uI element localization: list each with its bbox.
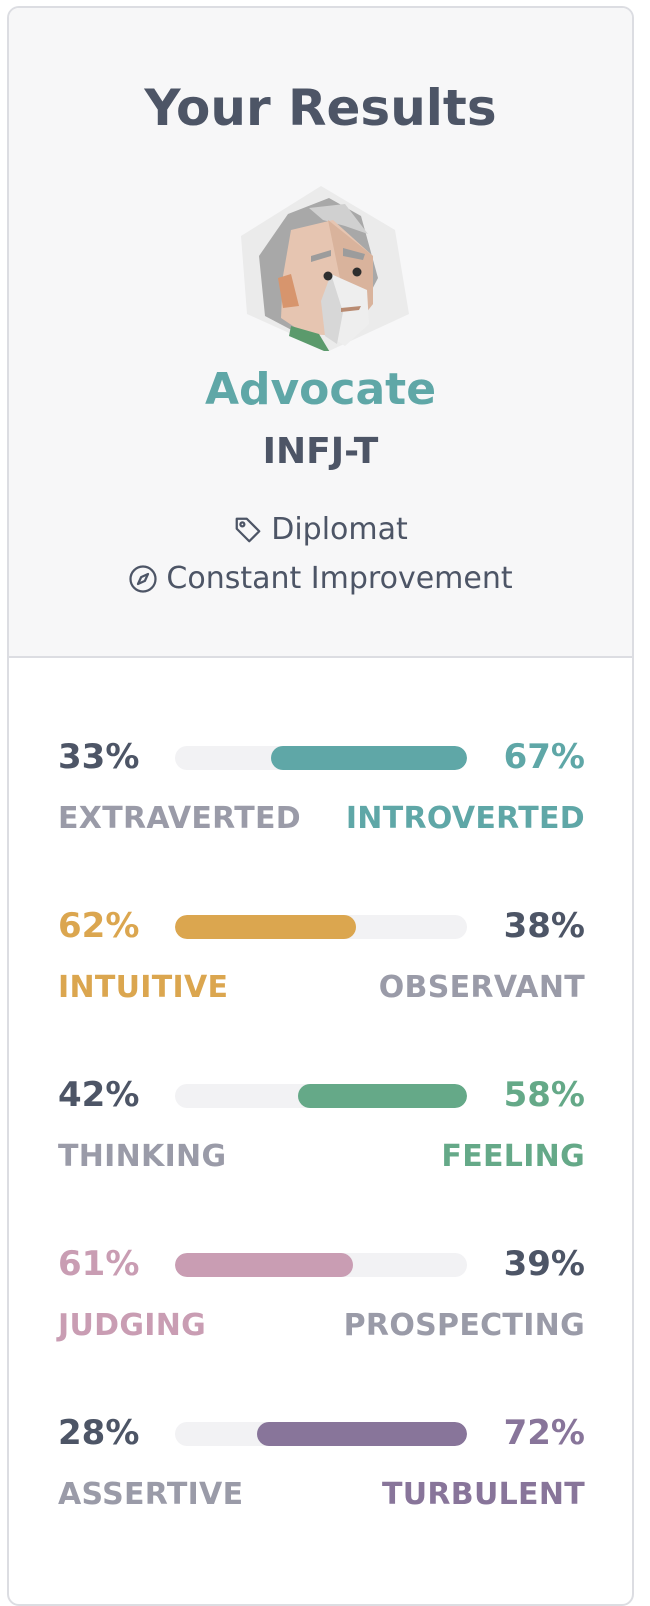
trait-right-percent: 58% — [503, 1075, 585, 1115]
tag-icon — [235, 517, 261, 543]
strategy-label: Constant Improvement — [166, 561, 513, 596]
trait-left-percent: 33% — [58, 737, 140, 777]
trait-tactics: 61% 39% JUDGING PROSPECTING — [58, 1242, 585, 1352]
trait-right-label: INTROVERTED — [345, 801, 585, 836]
trait-nature: 42% 58% THINKING FEELING — [58, 1073, 585, 1183]
trait-left-label: EXTRAVERTED — [58, 801, 301, 836]
compass-icon — [129, 565, 158, 593]
trait-bar-fill — [175, 1253, 354, 1277]
personality-type-name: Advocate — [204, 364, 437, 415]
results-header: Your Results Advocate INFJ-T Diplomat — [9, 8, 632, 658]
trait-left-label: INTUITIVE — [58, 970, 229, 1005]
trait-right-label: FEELING — [441, 1139, 585, 1174]
role-row[interactable]: Diplomat — [9, 512, 632, 548]
trait-energy: 62% 38% INTUITIVE OBSERVANT — [58, 904, 585, 1014]
trait-bar-fill — [175, 915, 357, 939]
trait-bar-fill — [256, 1422, 467, 1446]
trait-bar — [175, 1084, 467, 1108]
role-label: Diplomat — [271, 512, 408, 547]
trait-left-label: THINKING — [58, 1139, 227, 1174]
trait-bar — [175, 1253, 467, 1277]
page-title: Your Results — [144, 79, 497, 137]
trait-left-label: ASSERTIVE — [58, 1477, 244, 1512]
trait-left-label: JUDGING — [58, 1308, 207, 1343]
advocate-avatar — [241, 186, 409, 351]
trait-bar — [175, 746, 467, 770]
personality-type-code: INFJ-T — [262, 431, 379, 472]
trait-right-label: TURBULENT — [381, 1477, 585, 1512]
trait-left-percent: 61% — [58, 1244, 140, 1284]
results-card: Your Results Advocate INFJ-T Diplomat — [7, 6, 634, 1606]
trait-bar — [175, 915, 467, 939]
trait-bar-fill — [297, 1084, 467, 1108]
trait-right-label: PROSPECTING — [343, 1308, 585, 1343]
trait-left-percent: 62% — [58, 906, 140, 946]
trait-right-percent: 72% — [503, 1413, 585, 1453]
trait-right-percent: 38% — [503, 906, 585, 946]
trait-right-percent: 67% — [503, 737, 585, 777]
trait-bar-fill — [271, 746, 467, 770]
trait-right-percent: 39% — [503, 1244, 585, 1284]
trait-left-percent: 28% — [58, 1413, 140, 1453]
trait-right-label: OBSERVANT — [378, 970, 585, 1005]
strategy-row[interactable]: Constant Improvement — [9, 561, 632, 597]
trait-identity: 28% 72% ASSERTIVE TURBULENT — [58, 1411, 585, 1521]
trait-left-percent: 42% — [58, 1075, 140, 1115]
trait-bar — [175, 1422, 467, 1446]
trait-mind: 33% 67% EXTRAVERTED INTROVERTED — [58, 735, 585, 845]
